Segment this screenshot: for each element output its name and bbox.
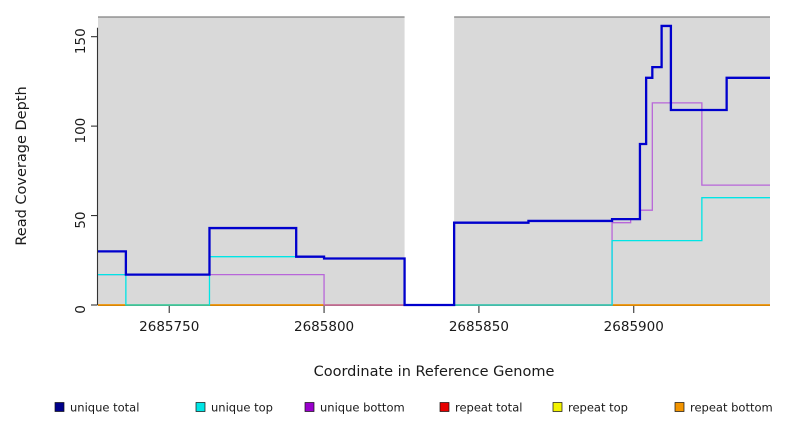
legend-label-repeat-top: repeat top	[568, 401, 628, 415]
shaded-region-left	[98, 17, 405, 305]
legend-label-repeat-total: repeat total	[455, 401, 522, 415]
chart-legend: unique total unique top unique bottom repea…	[54, 401, 773, 415]
x-tick-label: 2685850	[449, 319, 509, 335]
legend-swatch-unique-total	[54, 402, 65, 412]
legend-swatch-repeat-total	[439, 402, 450, 412]
legend-swatch-unique-bottom	[304, 402, 315, 412]
series-unique-bottom	[98, 102, 770, 306]
x-tick-group: 2685750 2685800 2685850 2685900	[139, 306, 664, 335]
y-tick-group: 0 50 100 150	[73, 28, 98, 314]
x-axis-title: Coordinate in Reference Genome	[314, 364, 555, 380]
y-tick-label: 150	[73, 28, 89, 54]
series-group	[98, 24, 770, 307]
y-tick-label: 100	[73, 118, 89, 144]
x-tick-label: 2685800	[294, 319, 354, 335]
legend-label-unique-top: unique top	[211, 401, 273, 415]
legend-label-unique-total: unique total	[70, 401, 139, 415]
y-axis: 0 50 100 150 Read Coverage Depth	[14, 27, 99, 314]
legend-swatch-repeat-bottom	[674, 402, 685, 412]
y-axis-title: Read Coverage Depth	[14, 86, 30, 245]
x-axis: 2685750 2685800 2685850 2685900 Coordinate …	[98, 304, 770, 380]
panel-background	[98, 16, 770, 305]
legend-label-unique-bottom: unique bottom	[320, 401, 405, 415]
y-tick-label: 0	[73, 305, 89, 314]
series-unique-total	[98, 24, 770, 307]
x-tick-label: 2685750	[139, 319, 199, 335]
legend-swatch-unique-top	[195, 402, 206, 412]
x-tick-label: 2685900	[604, 319, 664, 335]
y-tick-label: 50	[73, 211, 89, 228]
legend-label-repeat-bottom: repeat bottom	[690, 401, 773, 415]
legend-swatch-repeat-top	[552, 402, 563, 412]
